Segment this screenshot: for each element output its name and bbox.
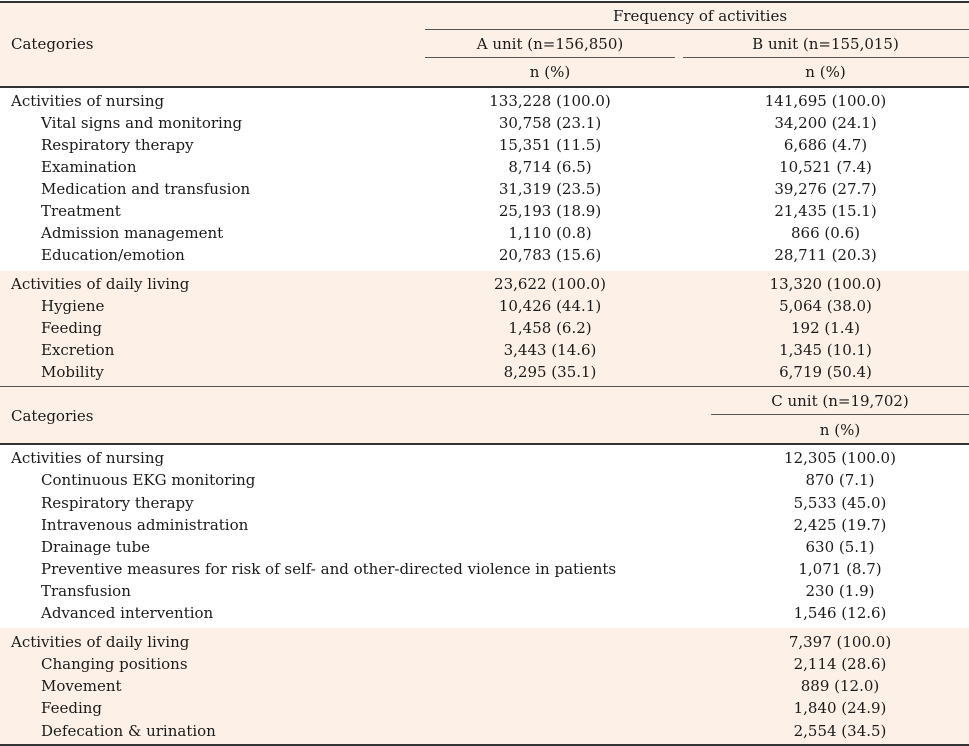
table2-unit-c-value: 870 (7.1) [805, 471, 875, 489]
table1-subcategory-label: Treatment [41, 202, 121, 220]
table2-subcategory-label: Preventive measures for risk of self- an… [41, 560, 617, 578]
table2-header-bg [0, 387, 969, 443]
table1-categories-header: Categories [11, 35, 94, 53]
table1-subcategory-label: Hygiene [41, 297, 105, 315]
table1-header-bg [0, 2, 969, 86]
table2-unit-c-value: 1,546 (12.6) [793, 604, 887, 622]
table2-unit-c-value: 2,425 (19.7) [793, 516, 887, 534]
table2-category-label: Activities of nursing [11, 449, 165, 467]
table1-unit-a-value: 25,193 (18.9) [498, 202, 602, 220]
table2-subcategory-label: Transfusion [41, 582, 131, 600]
table1-unit-b-value: 141,695 (100.0) [764, 92, 887, 110]
table2-unit-c-rule [711, 414, 969, 415]
table2-unit-c-value: 12,305 (100.0) [784, 449, 896, 467]
table1-unit-b-value: 13,320 (100.0) [769, 275, 882, 293]
table2-subcategory-label: Drainage tube [41, 538, 150, 556]
table1-subcategory-label: Admission management [41, 224, 224, 242]
table2-unit-c-value: 230 (1.9) [805, 582, 875, 600]
table1-group-rule [425, 29, 969, 30]
table1-unit-a-value: 10,426 (44.1) [498, 297, 602, 315]
table1-category-label: Activities of nursing [11, 92, 165, 110]
table1-header-rule [0, 86, 969, 88]
table1-subcategory-label: Respiratory therapy [41, 136, 194, 154]
table1-unit-a-value: 1,110 (0.8) [508, 224, 592, 242]
table1-unit-b-value: 6,719 (50.4) [779, 363, 872, 381]
table1-unit-a-rule [425, 57, 675, 58]
table1-npct-b-header: n (%) [805, 63, 846, 81]
table2-unit-c-header: C unit (n=19,702) [771, 392, 909, 410]
table1-category-label: Activities of daily living [11, 275, 190, 293]
table1-unit-a-value: 133,228 (100.0) [489, 92, 611, 110]
table1-unit-b-value: 34,200 (24.1) [774, 114, 877, 132]
table2-subcategory-label: Continuous EKG monitoring [41, 471, 256, 489]
table1-unit-a-value: 3,443 (14.6) [503, 341, 597, 359]
table2-unit-c-value: 7,397 (100.0) [788, 633, 892, 651]
table1-unit-a-value: 20,783 (15.6) [498, 246, 602, 264]
table1-unit-b-value: 866 (0.6) [791, 224, 860, 242]
table2-unit-c-value: 1,071 (8.7) [798, 560, 882, 578]
table1-group-header: Frequency of activities [612, 7, 788, 25]
table2-unit-c-value: 2,554 (34.5) [793, 722, 887, 740]
table2-unit-c-value: 1,840 (24.9) [793, 699, 887, 717]
table1-npct-a-header: n (%) [529, 63, 571, 81]
table2-subcategory-label: Defecation & urination [41, 722, 216, 740]
table2-bottom-rule [0, 744, 969, 746]
table1-unit-b-value: 6,686 (4.7) [783, 136, 868, 154]
table1-unit-b-value: 10,521 (7.4) [779, 158, 872, 176]
table1-unit-a-header: A unit (n=156,850) [476, 35, 624, 53]
table2-unit-c-value: 5,533 (45.0) [793, 494, 887, 512]
table1-subcategory-label: Mobility [41, 363, 104, 381]
table1-unit-a-value: 8,295 (35.1) [503, 363, 597, 381]
table2-subcategory-label: Movement [41, 677, 122, 695]
table1-unit-a-value: 30,758 (23.1) [498, 114, 602, 132]
table1-unit-a-value: 31,319 (23.5) [498, 180, 602, 198]
table1-bottom-rule [0, 386, 969, 387]
table1-subcategory-label: Vital signs and monitoring [41, 114, 243, 132]
table1-unit-b-value: 1,345 (10.1) [779, 341, 872, 359]
table1-subcategory-label: Feeding [41, 319, 103, 337]
table2-header-rule [0, 443, 969, 445]
table1-adl-bg [0, 271, 969, 386]
table2-subcategory-label: Feeding [41, 699, 103, 717]
table1-subcategory-label: Examination [41, 158, 137, 176]
table1-unit-b-value: 39,276 (27.7) [774, 180, 877, 198]
table2-npct-c-header: n (%) [819, 421, 861, 439]
table1-unit-b-value: 192 (1.4) [791, 319, 860, 337]
table1-unit-a-value: 8,714 (6.5) [508, 158, 592, 176]
table2-unit-c-value: 2,114 (28.6) [793, 655, 887, 673]
table2-subcategory-label: Advanced intervention [41, 604, 214, 622]
table1-unit-b-rule [683, 57, 969, 58]
table2-unit-c-value: 889 (12.0) [800, 677, 880, 695]
table1-unit-a-value: 23,622 (100.0) [494, 275, 606, 293]
table1-top-rule [0, 1, 969, 3]
table2-adl-bg [0, 628, 969, 744]
table1-subcategory-label: Medication and transfusion [41, 180, 251, 198]
table1-unit-b-value: 5,064 (38.0) [779, 297, 872, 315]
table2-categories-header: Categories [11, 407, 94, 425]
table1-subcategory-label: Education/emotion [41, 246, 185, 264]
table1-unit-b-value: 21,435 (15.1) [774, 202, 877, 220]
table2-unit-c-value: 630 (5.1) [805, 538, 875, 556]
table1-unit-a-value: 1,458 (6.2) [508, 319, 592, 337]
table2-category-label: Activities of daily living [11, 633, 190, 651]
table1-unit-a-value: 15,351 (11.5) [498, 136, 602, 154]
table2-subcategory-label: Changing positions [41, 655, 188, 673]
table1-unit-b-header: B unit (n=155,015) [752, 35, 899, 53]
table2-subcategory-label: Intravenous administration [41, 516, 249, 534]
table2-subcategory-label: Respiratory therapy [41, 494, 194, 512]
table1-unit-b-value: 28,711 (20.3) [774, 246, 877, 264]
table1-subcategory-label: Excretion [41, 341, 115, 359]
